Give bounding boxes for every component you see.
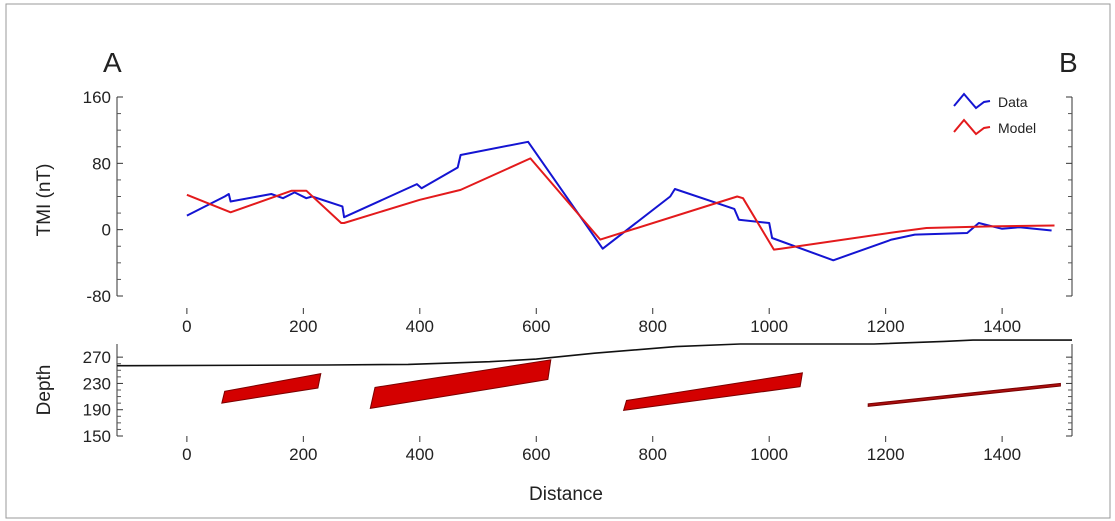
tmi-x-tick-label: 400 xyxy=(406,317,434,336)
tmi-x-tick-label: 0 xyxy=(182,317,191,336)
legend-swatch-model xyxy=(953,118,991,136)
source-body-1 xyxy=(221,372,322,404)
corner-label-b: B xyxy=(1059,47,1078,78)
tmi-y-tick-label: 160 xyxy=(83,88,111,107)
source-body-3 xyxy=(622,372,804,411)
tmi-y-tick-label: 0 xyxy=(102,221,111,240)
depth-x-tick-label: 200 xyxy=(289,445,317,464)
depth-y-tick-label: 190 xyxy=(83,401,111,420)
depth-x-tick-label: 1000 xyxy=(750,445,788,464)
tmi-x-tick-label: 1400 xyxy=(983,317,1021,336)
corner-label-a: A xyxy=(103,47,122,78)
depth-x-tick-label: 1400 xyxy=(983,445,1021,464)
tmi-x-tick-label: 1000 xyxy=(750,317,788,336)
legend-swatch-data xyxy=(953,92,991,110)
depth-x-tick-label: 1200 xyxy=(867,445,905,464)
tmi-x-tick-label: 200 xyxy=(289,317,317,336)
tmi-y-tick-label: 80 xyxy=(92,154,111,173)
depth-x-tick-label: 800 xyxy=(639,445,667,464)
figure-border xyxy=(5,3,1111,519)
depth-series xyxy=(116,339,1072,411)
source-body-2 xyxy=(369,359,552,410)
tmi-x-tick-label: 1200 xyxy=(867,317,905,336)
tmi-y-axis-label: TMI (nT) xyxy=(34,164,55,237)
tmi-chart: TMI (nT) -80 0 80 160 0 200 400 600 800 1000 1200 1… xyxy=(34,88,1073,336)
depth-y-tick-label: 150 xyxy=(83,427,111,446)
legend-label-data: Data xyxy=(998,94,1028,110)
legend-label-model: Model xyxy=(998,120,1036,136)
series-line-model xyxy=(186,157,1055,251)
source-body-4 xyxy=(867,382,1061,407)
tmi-axes: -80 0 80 160 0 200 400 600 800 1000 1200 1400 xyxy=(83,88,1073,336)
depth-y-axis-label: Depth xyxy=(34,365,55,416)
series-line-data xyxy=(186,140,1052,262)
depth-chart: Depth Distance 150 190 230 270 0 200 400 600 800… xyxy=(34,339,1073,505)
terrain-line xyxy=(116,339,1072,367)
tmi-series xyxy=(186,140,1055,262)
tmi-x-tick-label: 600 xyxy=(522,317,550,336)
depth-x-tick-label: 400 xyxy=(406,445,434,464)
tmi-x-tick-label: 800 xyxy=(639,317,667,336)
depth-axes: 150 190 230 270 0 200 400 600 800 1000 1200 1400 xyxy=(83,344,1073,464)
depth-y-tick-label: 270 xyxy=(83,348,111,367)
tmi-y-tick-label: -80 xyxy=(86,287,111,306)
distance-x-axis-label: Distance xyxy=(529,484,603,505)
depth-x-tick-label: 600 xyxy=(522,445,550,464)
depth-x-tick-label: 0 xyxy=(182,445,191,464)
depth-y-tick-label: 230 xyxy=(83,374,111,393)
tmi-legend: Data Model xyxy=(953,92,1036,136)
